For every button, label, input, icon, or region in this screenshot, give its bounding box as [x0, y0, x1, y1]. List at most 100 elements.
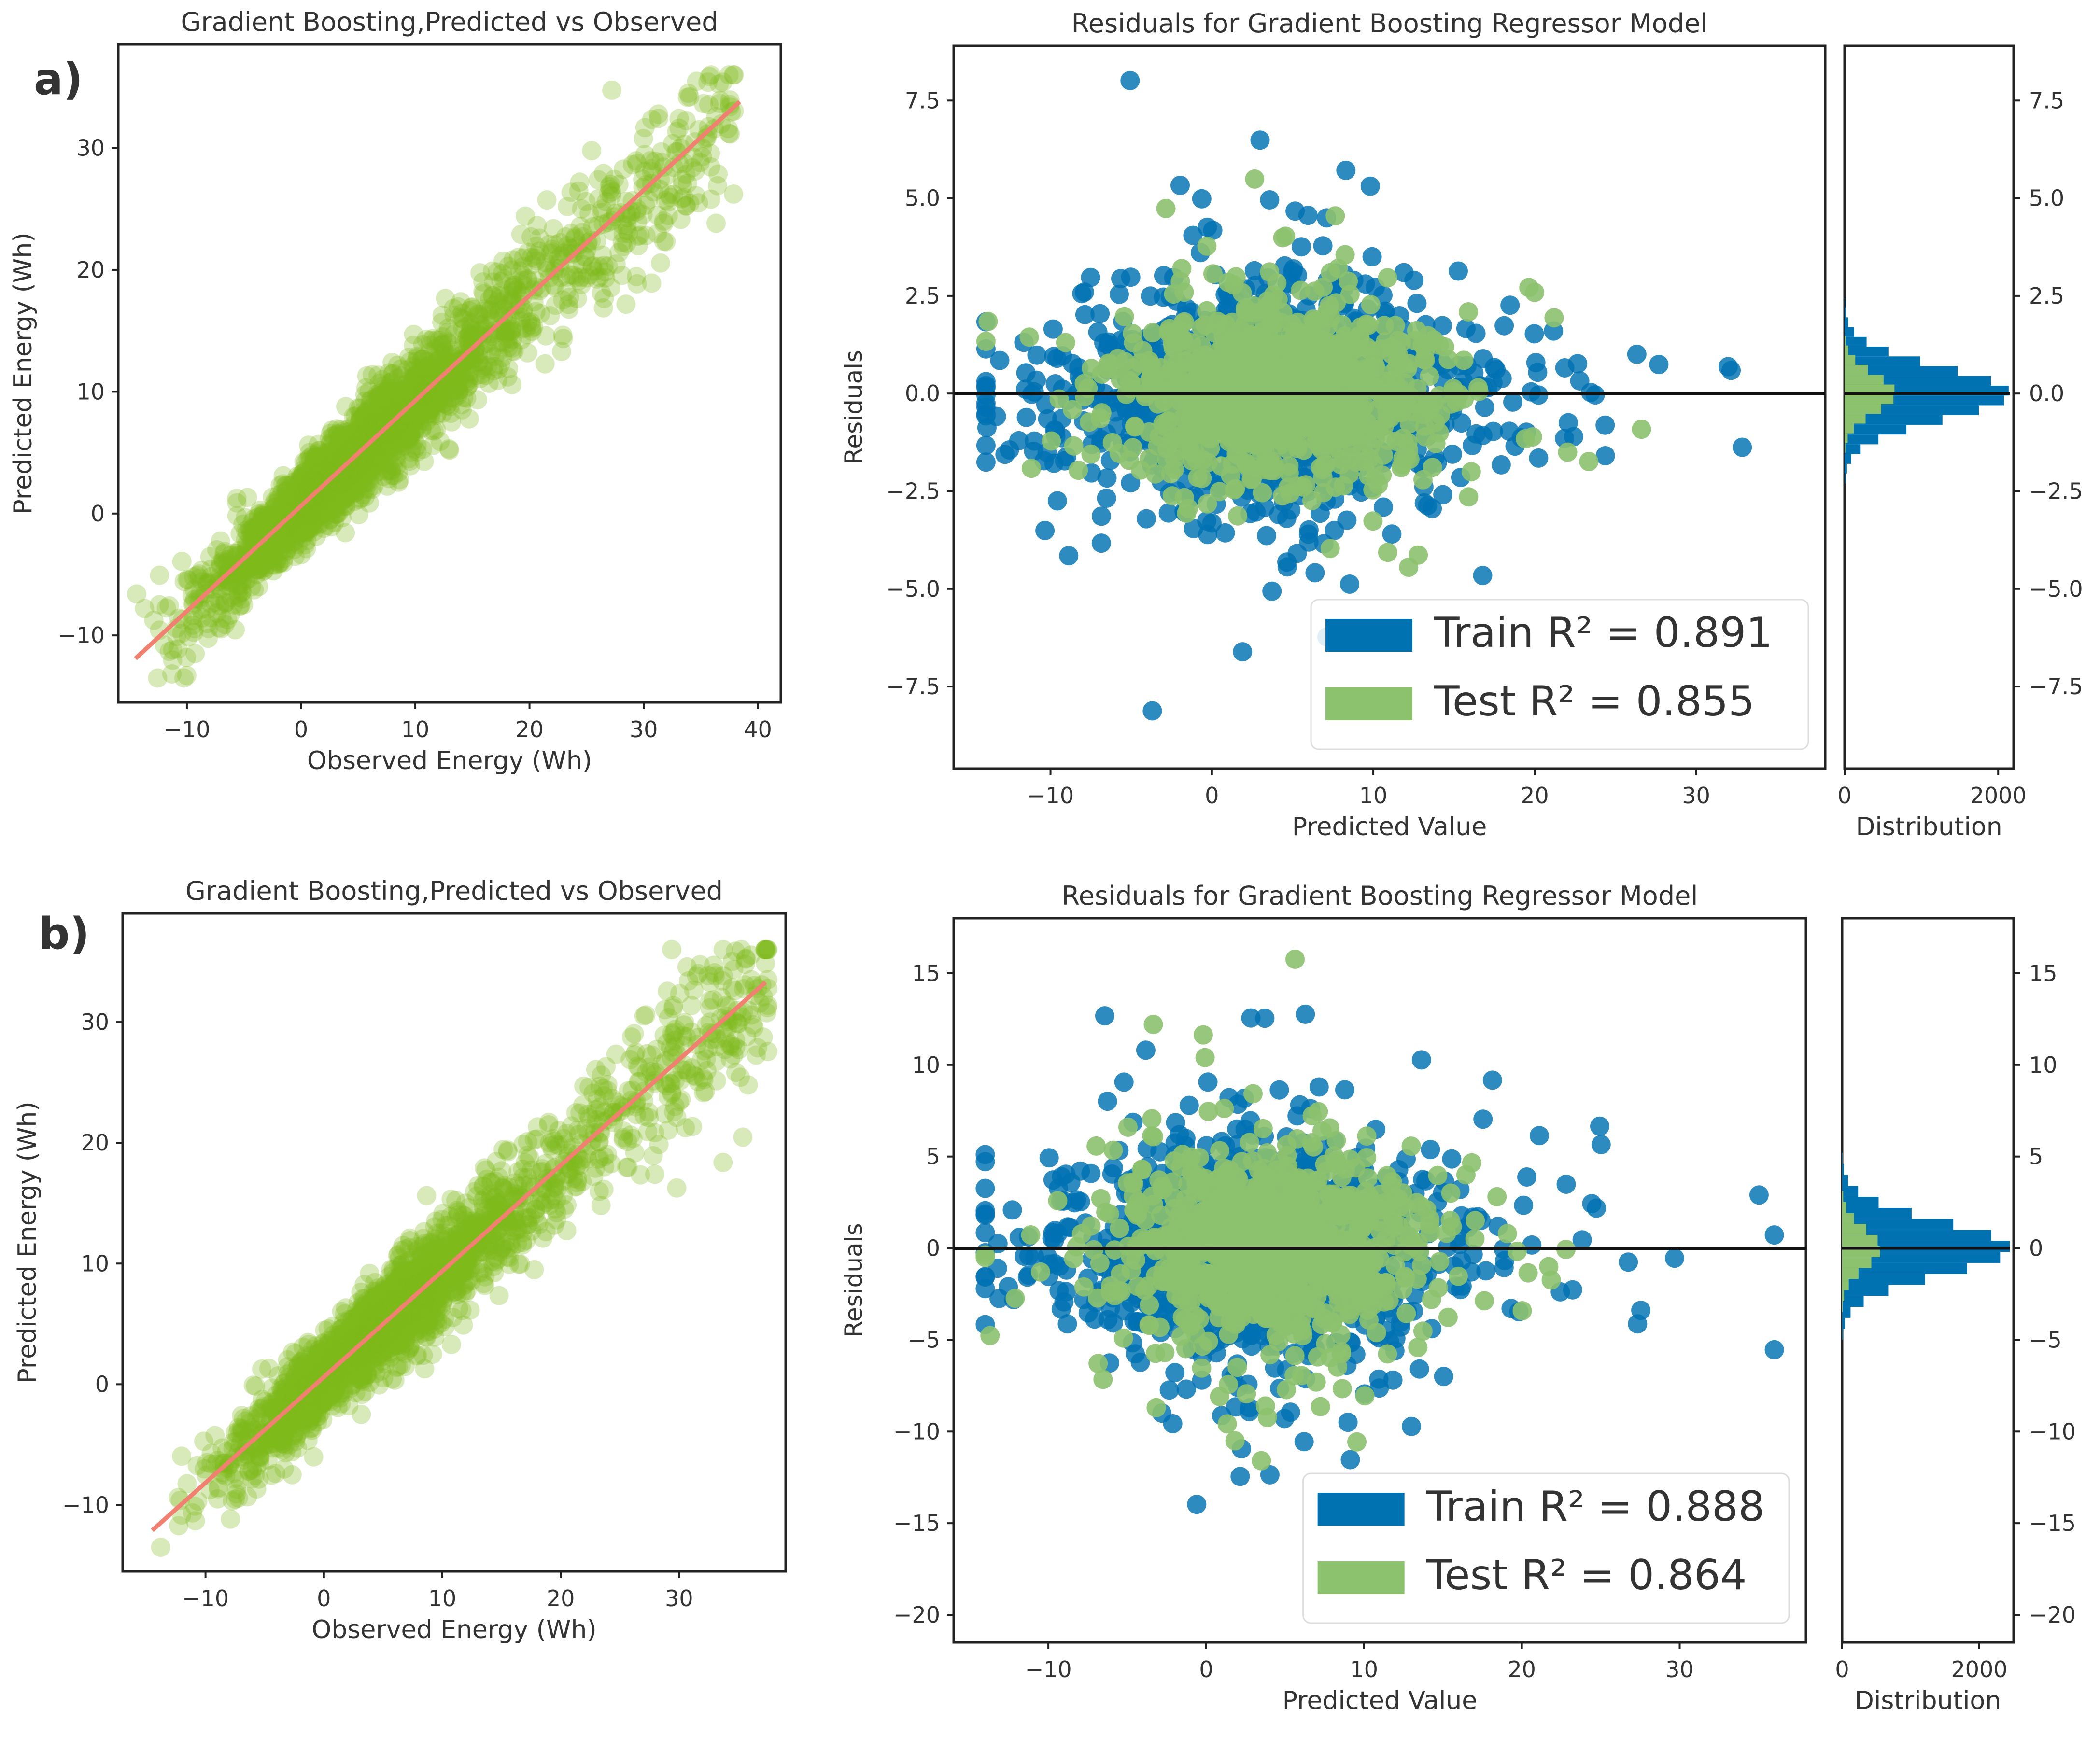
scatter-point [306, 459, 325, 479]
train-point [1442, 444, 1462, 464]
x-axis-label: Observed Energy (Wh) [307, 746, 592, 775]
scatter-point [279, 521, 298, 540]
scatter-point [292, 500, 311, 519]
scatter-point [514, 248, 533, 268]
scatter-points [127, 65, 744, 688]
scatter-point [324, 460, 344, 480]
train-point [1035, 520, 1055, 540]
scatter-point [441, 388, 461, 408]
test-point [1281, 354, 1300, 374]
test-point [1147, 381, 1167, 401]
test-point [1019, 327, 1039, 347]
test-point [1198, 494, 1217, 514]
scatter-point [627, 274, 647, 294]
scatter-point [276, 481, 296, 501]
scatter-point [358, 412, 378, 432]
test-point [1100, 354, 1120, 374]
scatter-point [676, 196, 696, 216]
train-point [1154, 266, 1173, 285]
panel-label-a: a) [34, 54, 83, 105]
test-point [1264, 461, 1283, 480]
scatter-point [470, 307, 490, 326]
scatter-point [382, 455, 402, 475]
test-point [1441, 394, 1461, 414]
distribution-y-tick-label: −7.5 [2029, 673, 2083, 700]
scatter-point [304, 509, 324, 529]
scatter-point [502, 375, 522, 394]
scatter-point [603, 222, 622, 241]
test-point [1114, 307, 1134, 326]
test-point [1326, 293, 1346, 313]
scatter-point [296, 497, 316, 517]
scatter-point [172, 552, 192, 571]
scatter-point [302, 500, 322, 520]
scatter-point [315, 461, 335, 480]
scatter-point [297, 531, 317, 551]
train-point [1362, 247, 1382, 266]
test-legend-swatch [1325, 687, 1413, 720]
scatter-point [516, 206, 535, 226]
test-point [1320, 539, 1340, 559]
scatter-point [290, 522, 310, 542]
test-point [1228, 506, 1248, 526]
scatter-point [405, 423, 424, 443]
scatter-point [329, 436, 349, 456]
scatter-point [310, 473, 330, 492]
scatter-point [201, 559, 221, 579]
scatter-point [262, 543, 282, 562]
test-point [1325, 206, 1345, 226]
test-point [1161, 432, 1181, 451]
scatter-point [288, 512, 308, 532]
scatter-point [322, 420, 342, 440]
scatter-point [479, 373, 499, 393]
scatter-point [187, 566, 207, 586]
scatter-point [353, 459, 373, 479]
scatter-point [493, 251, 513, 271]
scatter-point [376, 399, 395, 419]
scatter-point [416, 330, 436, 350]
scatter-point [459, 326, 479, 346]
scatter-point [337, 475, 357, 494]
scatter-point [295, 497, 314, 517]
scatter-point [338, 425, 358, 445]
test-point [1393, 448, 1413, 468]
train-point [1192, 189, 1212, 209]
scatter-point [241, 577, 261, 597]
scatter-point [416, 387, 436, 406]
scatter-point [543, 242, 562, 262]
scatter-point [635, 145, 655, 165]
test-point [1435, 337, 1454, 357]
scatter-point [440, 364, 460, 384]
scatter-point [697, 127, 717, 147]
distribution-y-tick-label: −2.5 [2029, 478, 2083, 504]
scatter-point [395, 422, 414, 442]
scatter-point [318, 490, 338, 510]
scatter-point [375, 443, 395, 462]
train-point [1016, 363, 1036, 383]
test-point [1244, 296, 1264, 316]
scatter-point [390, 426, 410, 446]
scatter-point [381, 436, 401, 456]
train-point [1121, 267, 1141, 287]
scatter-point [442, 412, 462, 432]
test-point [1632, 420, 1651, 439]
train-point [1285, 201, 1305, 221]
test-point [1258, 348, 1278, 367]
scatter-point [684, 147, 703, 167]
scatter-point [423, 329, 443, 349]
y-tick-label: 0.0 [905, 380, 940, 406]
scatter-point [245, 555, 265, 574]
scatter-point [301, 510, 321, 529]
test-point [1298, 334, 1318, 353]
test-point [1341, 447, 1361, 467]
scatter-point [720, 97, 740, 117]
x-tick-label: −10 [1027, 783, 1074, 809]
scatter-point [306, 466, 325, 486]
scatter-point [400, 420, 420, 440]
test-point [1558, 442, 1578, 462]
test-point [1399, 558, 1419, 577]
scatter-point [392, 366, 411, 386]
panel-label-b: b) [39, 909, 90, 959]
test-point [1232, 356, 1252, 376]
scatter-point [453, 360, 473, 380]
